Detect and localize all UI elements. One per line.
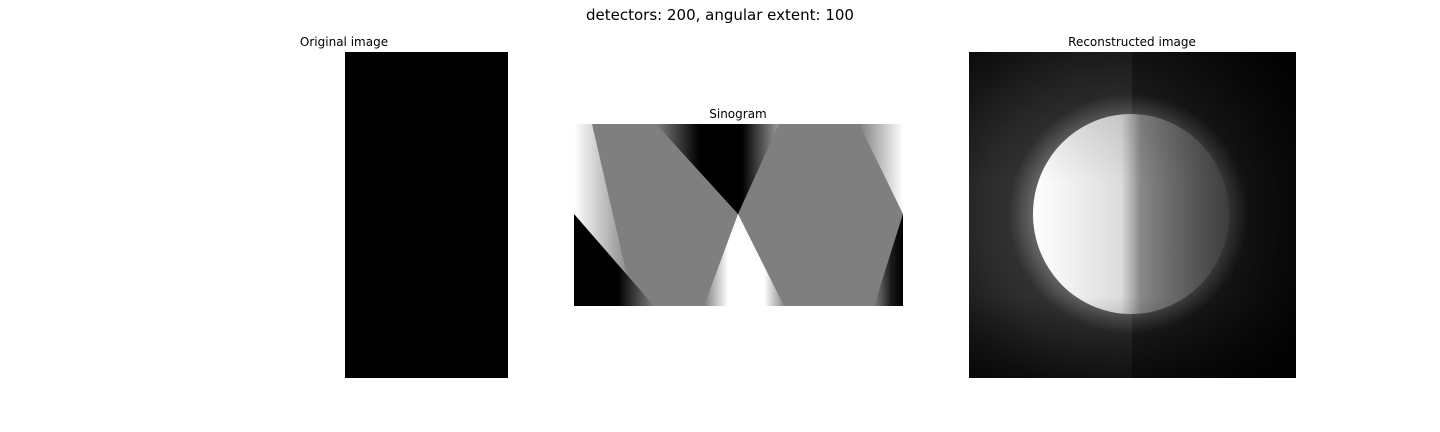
- reconstruction-title: Reconstructed image: [1068, 35, 1196, 49]
- sinogram-image: [574, 124, 903, 306]
- sinogram-title: Sinogram: [709, 107, 767, 121]
- reconstructed-image: [969, 52, 1296, 378]
- original-image-title: Original image: [299, 35, 389, 49]
- original-image: [345, 52, 508, 378]
- figure-title: detectors: 200, angular extent: 100: [586, 6, 854, 24]
